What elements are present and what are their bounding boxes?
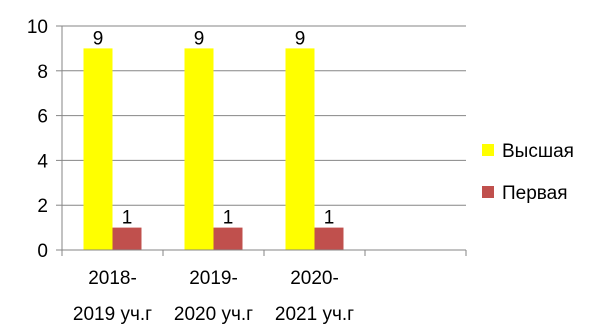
axes bbox=[56, 25, 467, 256]
x-category-label: 2019 уч.г bbox=[73, 304, 152, 325]
x-category-label: 2020 уч.г bbox=[174, 304, 253, 325]
x-category-label: 2020- bbox=[290, 268, 339, 289]
legend-label: Первая bbox=[502, 183, 568, 204]
x-category-label: 2021 уч.г bbox=[275, 304, 354, 325]
y-tick-label: 0 bbox=[37, 241, 48, 262]
legend: Высшая Первая bbox=[482, 141, 574, 204]
data-label: 1 bbox=[324, 208, 335, 229]
bar-vysshaya bbox=[285, 48, 315, 251]
y-tick-label: 2 bbox=[37, 196, 48, 217]
bar-vysshaya bbox=[83, 48, 113, 251]
data-label: 1 bbox=[122, 208, 133, 229]
data-labels: 9 9 9 1 1 1 bbox=[93, 28, 335, 228]
bar-pervaya bbox=[112, 227, 142, 250]
y-tick-label: 8 bbox=[37, 62, 48, 83]
y-tick-label: 4 bbox=[37, 151, 48, 172]
legend-swatch bbox=[482, 144, 494, 156]
x-category-label: 2018- bbox=[88, 268, 137, 289]
data-label: 9 bbox=[194, 28, 205, 49]
x-category-label: 2019- bbox=[189, 268, 238, 289]
data-label: 9 bbox=[295, 28, 306, 49]
y-tick-labels: 0 2 4 6 8 10 bbox=[27, 17, 49, 262]
data-label: 1 bbox=[223, 208, 234, 229]
bar-pervaya bbox=[213, 227, 243, 250]
bars bbox=[83, 48, 344, 251]
bar-vysshaya bbox=[184, 48, 214, 251]
data-label: 9 bbox=[93, 28, 104, 49]
gridlines bbox=[62, 25, 466, 206]
y-tick-label: 10 bbox=[27, 17, 48, 38]
legend-swatch bbox=[482, 186, 494, 198]
legend-label: Высшая bbox=[502, 141, 574, 162]
y-tick-label: 6 bbox=[37, 107, 48, 128]
x-tick-labels: 2018- 2019 уч.г 2019- 2020 уч.г 2020- 2021 уч… bbox=[73, 268, 354, 325]
bar-pervaya bbox=[314, 227, 344, 250]
